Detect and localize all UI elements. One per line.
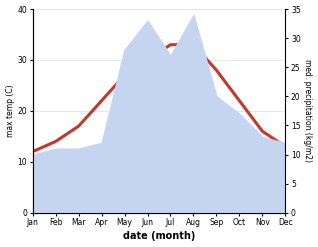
X-axis label: date (month): date (month) — [123, 231, 195, 242]
Y-axis label: max temp (C): max temp (C) — [5, 84, 15, 137]
Y-axis label: med. precipitation (kg/m2): med. precipitation (kg/m2) — [303, 59, 313, 162]
